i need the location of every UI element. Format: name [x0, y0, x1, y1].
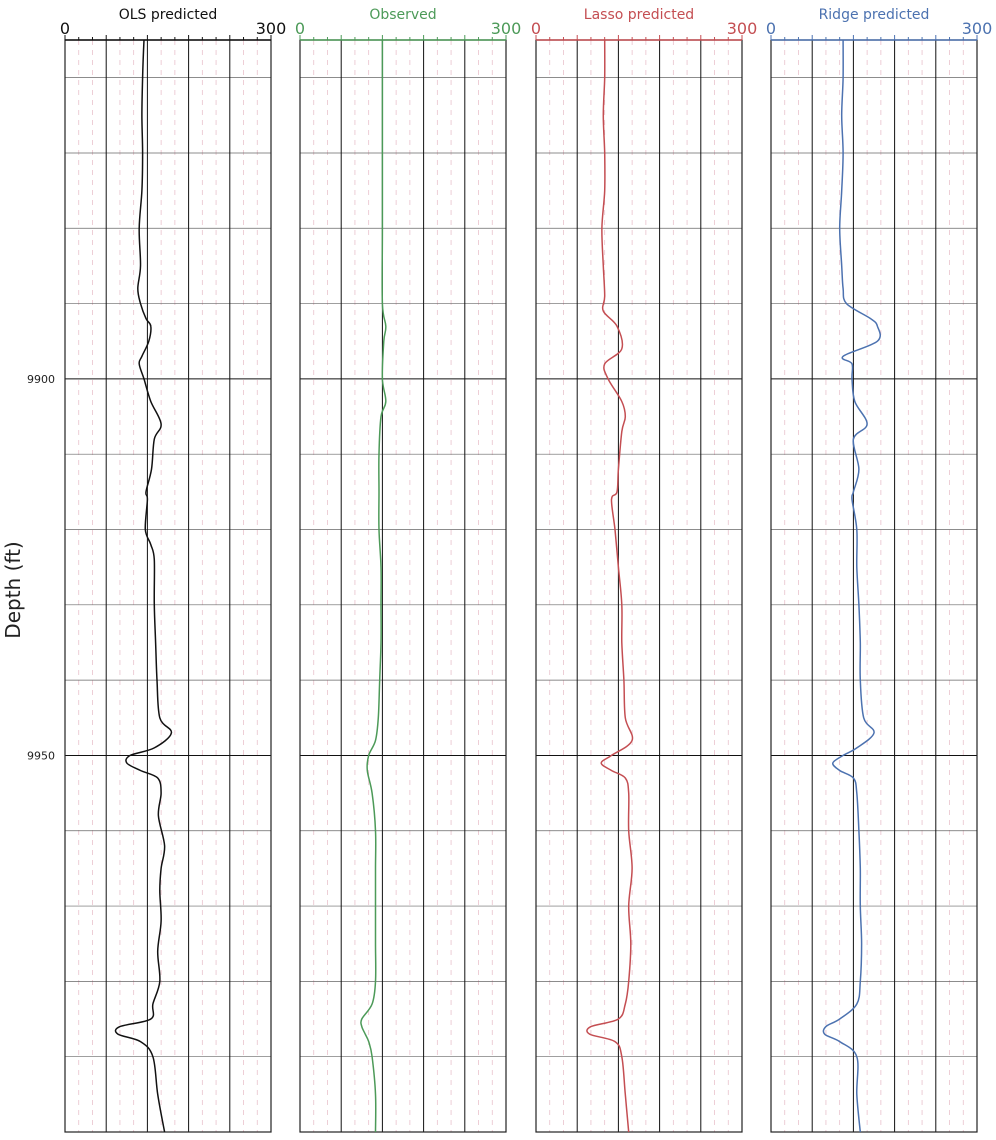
track-observed: 0 300 Observed [295, 7, 522, 1133]
x-tick-label-max: 300 [491, 19, 522, 38]
x-tick-label-max: 300 [962, 19, 993, 38]
track-frame [299, 39, 507, 1133]
x-tick-label-min: 0 [766, 19, 776, 38]
x-tick-label-max: 300 [727, 19, 758, 38]
track-title: OLS predicted [119, 7, 218, 23]
track-frame [535, 39, 743, 1133]
track-title: Ridge predicted [819, 7, 930, 23]
x-tick-label-max: 300 [256, 19, 287, 38]
depth-tick-labels: 9900 9950 [27, 373, 55, 763]
track-ols-predicted: 0 300 OLS predicted [60, 7, 287, 1133]
depth-tick-label: 9950 [27, 749, 55, 762]
x-tick-label-min: 0 [295, 19, 305, 38]
depth-tick-label: 9900 [27, 373, 55, 386]
track-title: Lasso predicted [584, 7, 694, 23]
tracks: 0 300 OLS predicted 0 300 Observed 0 300 Lasso p… [60, 7, 993, 1133]
track-frame [64, 39, 272, 1133]
x-tick-label-min: 0 [531, 19, 541, 38]
series-line [360, 40, 387, 1133]
track-lasso-predicted: 0 300 Lasso predicted [531, 7, 758, 1133]
series-line [822, 39, 882, 1133]
series-line [114, 39, 173, 1133]
series-line [586, 39, 634, 1133]
track-frame [770, 39, 978, 1133]
track-ridge-predicted: 0 300 Ridge predicted [766, 7, 993, 1133]
track-title: Observed [369, 7, 436, 23]
y-axis-label: Depth (ft) [1, 541, 25, 638]
x-tick-label-min: 0 [60, 19, 70, 38]
